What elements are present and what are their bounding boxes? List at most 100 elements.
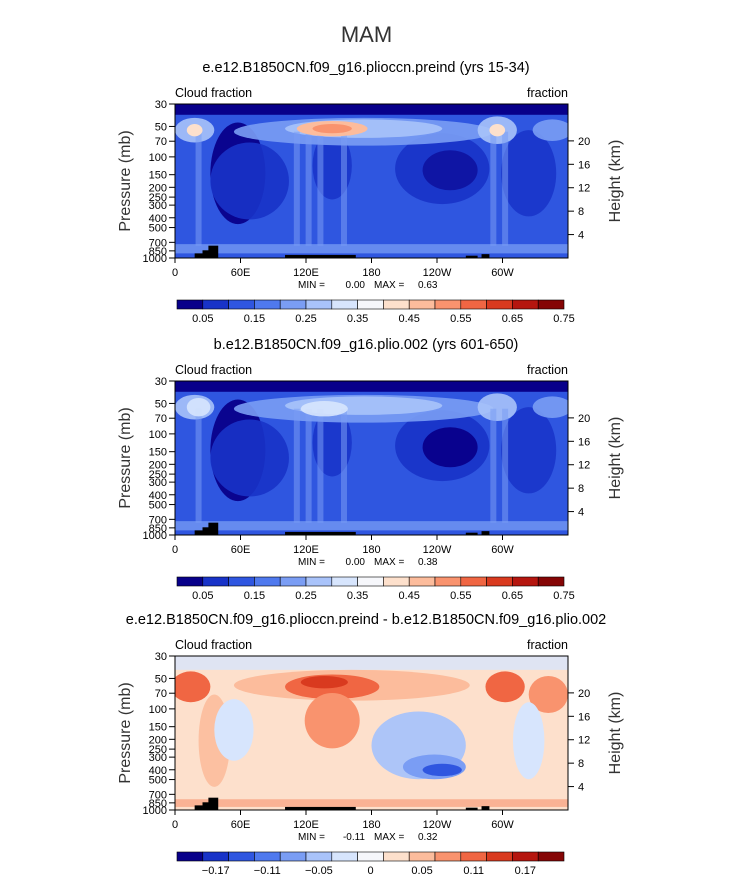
y-tick-label: 50 (155, 673, 167, 685)
y-tick-label: 30 (155, 651, 167, 663)
y-tick-label: 50 (155, 398, 167, 410)
field-convective-column (305, 131, 312, 246)
longitude-axis: 0 60E 120E 180 120W 60W (172, 810, 514, 831)
y-tick-label: 100 (149, 429, 167, 441)
y-tick-label: 300 (149, 200, 167, 212)
colorbar-swatch (486, 851, 513, 862)
height-tick-label: 16 (578, 436, 590, 448)
chart-title: b.e12.B1850CN.f09_g16.plio.002 (yrs 601-… (214, 337, 519, 353)
colorbar-swatch (331, 851, 358, 862)
height-tick-label: 4 (578, 782, 584, 794)
topography (481, 254, 490, 258)
colorbar-swatch (254, 299, 281, 310)
field-max-region (312, 124, 352, 134)
field-negative-region (214, 699, 254, 761)
topography (465, 255, 478, 258)
max-value: 0.32 (418, 832, 438, 843)
colorbar-label: 0.75 (553, 313, 574, 325)
field-convective-column (490, 131, 497, 246)
field-convective-column (340, 131, 347, 246)
colorbar-swatch (331, 576, 358, 587)
variable-label: Cloud fraction (175, 363, 252, 377)
colorbar-label: 0.35 (347, 590, 368, 602)
colorbar-label: 0.05 (192, 590, 213, 602)
field-convective-column (490, 408, 497, 523)
y-tick-label: 200 (149, 182, 167, 194)
height-tick-label: 20 (578, 413, 590, 425)
colorbar-swatch (279, 299, 307, 310)
colorbar-swatch (279, 851, 307, 862)
colorbar-label: 0.15 (244, 313, 265, 325)
min-value: 0.00 (346, 557, 366, 568)
colorbar-label: 0.25 (295, 590, 316, 602)
colorbar-swatch (434, 576, 462, 587)
y-tick-label: 850 (149, 246, 167, 258)
colorbar-swatch (228, 851, 255, 862)
height-axis: 20 16 12 8 4 (568, 688, 590, 794)
field-convective-column (502, 408, 509, 523)
y-tick-label: 200 (149, 734, 167, 746)
y-tick-label: 150 (149, 170, 167, 182)
colorbar-swatch (434, 851, 462, 862)
colorbar-swatch (331, 299, 358, 310)
max-label: MAX = (374, 557, 404, 568)
colorbar-swatch (383, 851, 410, 862)
y-tick-label: 70 (155, 136, 167, 148)
colorbar-swatch (228, 576, 255, 587)
field-max-region (186, 124, 203, 137)
x-tick-label: 120E (293, 819, 319, 831)
field-convective-column (195, 408, 202, 523)
y-tick-label: 1000 (143, 805, 167, 817)
y-tick-label: 400 (149, 213, 167, 225)
topography (285, 254, 356, 258)
max-value: 0.38 (418, 557, 438, 568)
field-convective-column (195, 131, 202, 246)
max-label: MAX = (374, 832, 404, 843)
topography (194, 253, 203, 258)
colorbar-label: 0.35 (347, 313, 368, 325)
x-tick-label: 0 (172, 267, 178, 279)
x-tick-label: 0 (172, 819, 178, 831)
colorbar-label: 0.65 (502, 313, 523, 325)
field-negative-region (512, 702, 545, 780)
height-tick-label: 20 (578, 688, 590, 700)
colorbar-swatch (357, 299, 384, 310)
topography (208, 245, 219, 258)
colorbar-swatch (176, 851, 204, 862)
y-tick-label: 1000 (143, 253, 167, 265)
right-axis-title: Height (km) (607, 417, 624, 500)
field-max-region (300, 401, 348, 417)
y-tick-label: 700 (149, 789, 167, 801)
height-tick-label: 4 (578, 507, 584, 519)
topography (285, 531, 356, 535)
field-max-region (186, 397, 211, 417)
topography (465, 532, 478, 535)
colorbar-label: −0.05 (305, 865, 333, 877)
y-tick-label: 500 (149, 223, 167, 235)
x-tick-label: 60E (231, 267, 251, 279)
min-label: MIN = (298, 557, 325, 568)
y-tick-label: 70 (155, 688, 167, 700)
field-convective-column (502, 131, 509, 246)
x-tick-label: 180 (362, 819, 380, 831)
min-label: MIN = (298, 832, 325, 843)
chart-title: e.e12.B1850CN.f09_g16.plioccn.preind (yr… (202, 60, 529, 76)
longitude-axis: 0 60E 120E 180 120W 60W (172, 258, 514, 279)
longitude-axis: 0 60E 120E 180 120W 60W (172, 535, 514, 556)
colorbar-swatch (460, 299, 487, 310)
y-tick-label: 300 (149, 752, 167, 764)
y-tick-label: 250 (149, 469, 167, 481)
colorbar-swatch (202, 299, 229, 310)
colorbar-label: 0.05 (411, 865, 432, 877)
chart-title: e.e12.B1850CN.f09_g16.plioccn.preind - b… (126, 612, 606, 628)
height-tick-label: 4 (578, 230, 584, 242)
colorbar-label: 0.45 (398, 590, 419, 602)
field-convective-column (317, 131, 324, 246)
max-label: MAX = (374, 280, 404, 291)
colorbar-swatch (202, 851, 229, 862)
colorbar-label: 0 (367, 865, 373, 877)
colorbar: −0.17 −0.11 −0.05 0 0.05 0.11 0.17 (176, 851, 565, 877)
